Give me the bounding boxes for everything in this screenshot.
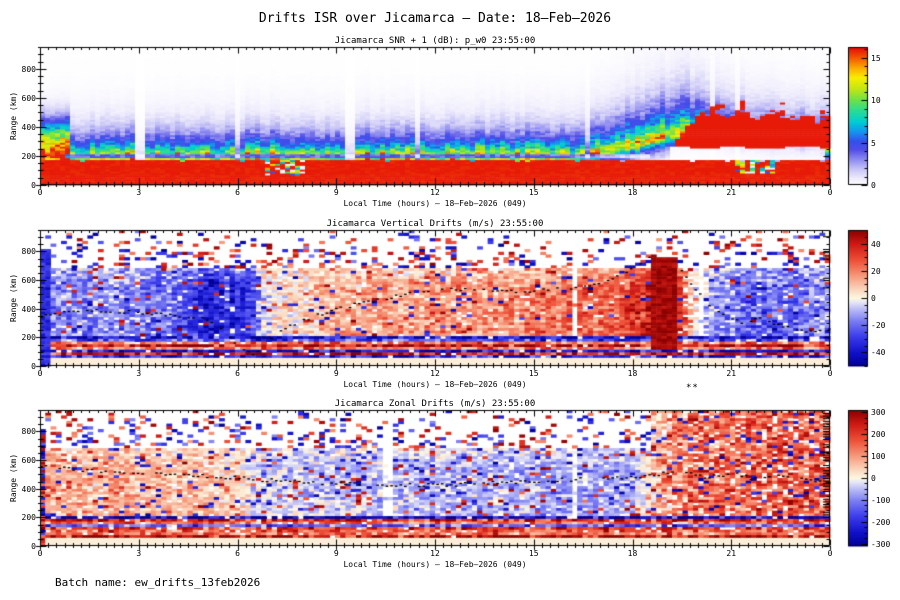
p2-x-tick-label: 9 — [333, 369, 339, 378]
p3-x-tick-label: 3 — [136, 549, 142, 558]
p3-x-tick-label: 21 — [726, 549, 737, 558]
p1-colorbar-tick-label: 5 — [871, 138, 876, 148]
p1-x-tick-label: 21 — [726, 188, 737, 197]
p2-y-tick-label: 600 — [21, 276, 36, 286]
p2-x-tick-label: 15 — [528, 369, 539, 378]
p1-colorbar-tick-label: 15 — [871, 53, 881, 63]
p3-x-tick-label: 12 — [430, 549, 440, 558]
panel1-title: Jicamarca SNR + 1 (dB): p_w0 23:55:00 — [334, 36, 536, 46]
p2-colorbar-tick-label: 0 — [871, 294, 876, 303]
p3-y-tick-label: 200 — [21, 513, 36, 523]
p2-colorbar-tick-label: -20 — [871, 321, 886, 331]
p1-x-tick-label: 0 — [827, 188, 833, 197]
p2-x-tick-label: 0 — [37, 369, 43, 378]
panel3-x-axis-label: Local Time (hours) — 18–Feb–2026 (049) — [343, 560, 527, 569]
p1-x-tick-label: 3 — [136, 188, 142, 197]
panel2-title: Jicamarca Vertical Drifts (m/s) 23:55:00 — [326, 219, 544, 229]
p3-x-tick-label: 0 — [37, 549, 43, 558]
p2-y-tick-label: 0 — [31, 362, 36, 371]
significance-mark: ** — [686, 383, 699, 393]
p3-colorbar-tick-label: 0 — [871, 474, 876, 483]
p3-x-tick-label: 0 — [827, 549, 833, 558]
p2-y-tick-label: 400 — [21, 304, 36, 314]
p3-colorbar-tick-label: -200 — [871, 517, 891, 527]
p1-colorbar-tick-label: 10 — [871, 96, 881, 106]
p1-y-tick-label: 200 — [21, 151, 36, 161]
p1-y-tick-label: 600 — [21, 93, 36, 103]
p3-colorbar-tick-label: 100 — [871, 452, 886, 462]
panel1-x-axis-label: Local Time (hours) — 18–Feb–2026 (049) — [343, 199, 527, 208]
p1-x-tick-label: 0 — [37, 188, 43, 197]
p3-y-tick-label: 400 — [21, 484, 36, 494]
p2-x-tick-label: 12 — [430, 369, 440, 378]
p2-colorbar-tick-label: 40 — [871, 239, 881, 249]
p2-x-tick-label: 6 — [235, 369, 240, 378]
p2-colorbar-tick-label: 20 — [871, 266, 881, 276]
p3-colorbar-tick-label: 200 — [871, 430, 886, 440]
p3-colorbar-tick-label: -300 — [871, 539, 891, 549]
p3-y-tick-label: 800 — [21, 427, 36, 437]
p3-x-tick-label: 6 — [235, 549, 240, 558]
p1-x-tick-label: 15 — [528, 188, 539, 197]
p3-colorbar-tick-label: 300 — [871, 408, 886, 418]
p3-y-tick-label: 0 — [31, 542, 36, 551]
p3-x-tick-label: 9 — [333, 549, 339, 558]
panel3-title: Jicamarca Zonal Drifts (m/s) 23:55:00 — [334, 399, 536, 409]
p1-y-tick-label: 0 — [31, 181, 36, 190]
p2-colorbar-tick-label: -40 — [871, 348, 886, 358]
p1-x-tick-label: 6 — [235, 188, 240, 197]
p1-x-tick-label: 9 — [333, 188, 339, 197]
p1-x-tick-label: 12 — [430, 188, 440, 197]
batch-name: Batch name: ew_drifts_13feb2026 — [55, 576, 261, 589]
p3-y-tick-label: 600 — [21, 456, 36, 466]
p1-x-tick-label: 18 — [627, 188, 638, 197]
p2-x-tick-label: 21 — [726, 369, 737, 378]
p2-x-tick-label: 3 — [136, 369, 142, 378]
p2-y-tick-label: 200 — [21, 333, 36, 343]
p3-x-tick-label: 15 — [528, 549, 539, 558]
p2-y-tick-label: 800 — [21, 247, 36, 257]
p2-x-tick-label: 18 — [627, 369, 638, 378]
main-title: Drifts ISR over Jicamarca — Date: 18–Feb… — [258, 11, 612, 26]
p1-y-tick-label: 800 — [21, 64, 36, 74]
panel2-x-axis-label: Local Time (hours) — 18–Feb–2026 (049) — [343, 380, 527, 389]
p2-x-tick-label: 0 — [827, 369, 833, 378]
p3-colorbar-tick-label: -100 — [871, 495, 891, 505]
p1-y-tick-label: 400 — [21, 122, 36, 132]
p1-colorbar-tick-label: 0 — [871, 181, 876, 190]
p3-x-tick-label: 18 — [627, 549, 638, 558]
